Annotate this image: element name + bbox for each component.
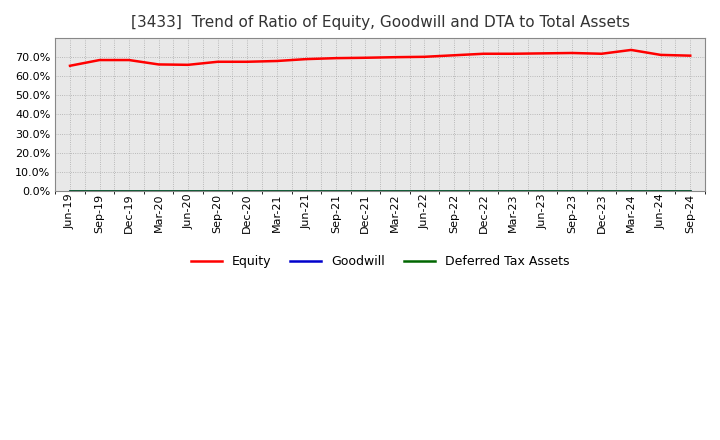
Equity	[568, 50, 577, 55]
Goodwill	[213, 188, 222, 194]
Deferred Tax Assets	[125, 188, 133, 194]
Deferred Tax Assets	[568, 188, 577, 194]
Goodwill	[598, 188, 606, 194]
Equity	[361, 55, 369, 60]
Equity	[390, 55, 399, 60]
Equity	[243, 59, 251, 64]
Goodwill	[184, 188, 192, 194]
Deferred Tax Assets	[184, 188, 192, 194]
Equity	[686, 53, 695, 59]
Deferred Tax Assets	[480, 188, 488, 194]
Goodwill	[627, 188, 636, 194]
Goodwill	[539, 188, 547, 194]
Title: [3433]  Trend of Ratio of Equity, Goodwill and DTA to Total Assets: [3433] Trend of Ratio of Equity, Goodwil…	[130, 15, 629, 30]
Goodwill	[95, 188, 104, 194]
Goodwill	[449, 188, 458, 194]
Deferred Tax Assets	[95, 188, 104, 194]
Goodwill	[390, 188, 399, 194]
Deferred Tax Assets	[657, 188, 665, 194]
Goodwill	[420, 188, 428, 194]
Equity	[627, 48, 636, 53]
Goodwill	[272, 188, 281, 194]
Deferred Tax Assets	[302, 188, 310, 194]
Deferred Tax Assets	[598, 188, 606, 194]
Deferred Tax Assets	[420, 188, 428, 194]
Goodwill	[66, 188, 74, 194]
Deferred Tax Assets	[154, 188, 163, 194]
Deferred Tax Assets	[627, 188, 636, 194]
Line: Equity: Equity	[70, 50, 690, 66]
Deferred Tax Assets	[390, 188, 399, 194]
Equity	[480, 51, 488, 56]
Equity	[331, 55, 340, 61]
Equity	[95, 57, 104, 62]
Goodwill	[657, 188, 665, 194]
Deferred Tax Assets	[272, 188, 281, 194]
Equity	[598, 51, 606, 56]
Goodwill	[509, 188, 518, 194]
Deferred Tax Assets	[449, 188, 458, 194]
Deferred Tax Assets	[361, 188, 369, 194]
Goodwill	[243, 188, 251, 194]
Goodwill	[568, 188, 577, 194]
Equity	[657, 52, 665, 58]
Deferred Tax Assets	[331, 188, 340, 194]
Equity	[66, 63, 74, 68]
Equity	[272, 59, 281, 64]
Legend: Equity, Goodwill, Deferred Tax Assets: Equity, Goodwill, Deferred Tax Assets	[186, 250, 575, 273]
Goodwill	[686, 188, 695, 194]
Equity	[302, 56, 310, 62]
Goodwill	[125, 188, 133, 194]
Equity	[509, 51, 518, 56]
Deferred Tax Assets	[686, 188, 695, 194]
Equity	[539, 51, 547, 56]
Equity	[154, 62, 163, 67]
Deferred Tax Assets	[66, 188, 74, 194]
Goodwill	[331, 188, 340, 194]
Goodwill	[154, 188, 163, 194]
Goodwill	[480, 188, 488, 194]
Goodwill	[361, 188, 369, 194]
Goodwill	[302, 188, 310, 194]
Equity	[449, 53, 458, 58]
Equity	[420, 54, 428, 59]
Deferred Tax Assets	[509, 188, 518, 194]
Equity	[213, 59, 222, 64]
Deferred Tax Assets	[243, 188, 251, 194]
Deferred Tax Assets	[213, 188, 222, 194]
Deferred Tax Assets	[539, 188, 547, 194]
Equity	[184, 62, 192, 67]
Equity	[125, 57, 133, 62]
